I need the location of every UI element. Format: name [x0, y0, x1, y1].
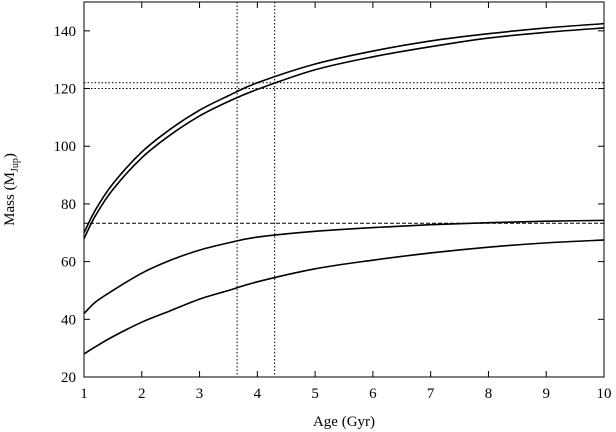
series-line-2	[83, 219, 605, 315]
x-tick-label-9: 10	[597, 386, 612, 402]
y-tick-label-4: 100	[54, 139, 77, 155]
series-line-0	[83, 22, 605, 234]
y-tick-label-2: 60	[61, 255, 76, 271]
series-line-3	[83, 239, 605, 355]
y-tick-label-3: 80	[61, 197, 76, 213]
y-axis-label: Mass (MJup)	[2, 153, 21, 226]
x-axis-ticks: 1 2 3 4 5 6 7 8 9 10	[80, 2, 612, 402]
x-tick-label-3: 4	[254, 386, 262, 402]
reference-lines	[84, 2, 604, 377]
y-tick-label-1: 40	[61, 312, 76, 328]
x-tick-label-7: 8	[485, 386, 493, 402]
x-tick-label-0: 1	[80, 386, 88, 402]
series-line-1	[83, 27, 605, 239]
x-axis-label: Age (Gyr)	[313, 414, 375, 430]
x-tick-label-5: 6	[369, 386, 377, 402]
y-axis-label-main: Mass (M	[2, 172, 18, 226]
x-tick-label-2: 3	[196, 386, 204, 402]
y-axis-label-sub: Jup	[10, 158, 21, 172]
y-tick-label-0: 20	[61, 370, 76, 386]
plot-frame	[83, 1, 605, 378]
y-axis-ticks: 20 40 60 80 100 120 140	[54, 24, 604, 386]
y-axis-label-close: )	[2, 153, 18, 158]
x-tick-label-6: 7	[427, 386, 435, 402]
x-tick-label-1: 2	[138, 386, 146, 402]
x-tick-label-4: 5	[311, 386, 319, 402]
y-tick-label-6: 140	[54, 24, 77, 40]
x-tick-label-8: 9	[542, 386, 550, 402]
series-lines	[83, 22, 605, 355]
y-tick-label-5: 120	[54, 82, 77, 98]
